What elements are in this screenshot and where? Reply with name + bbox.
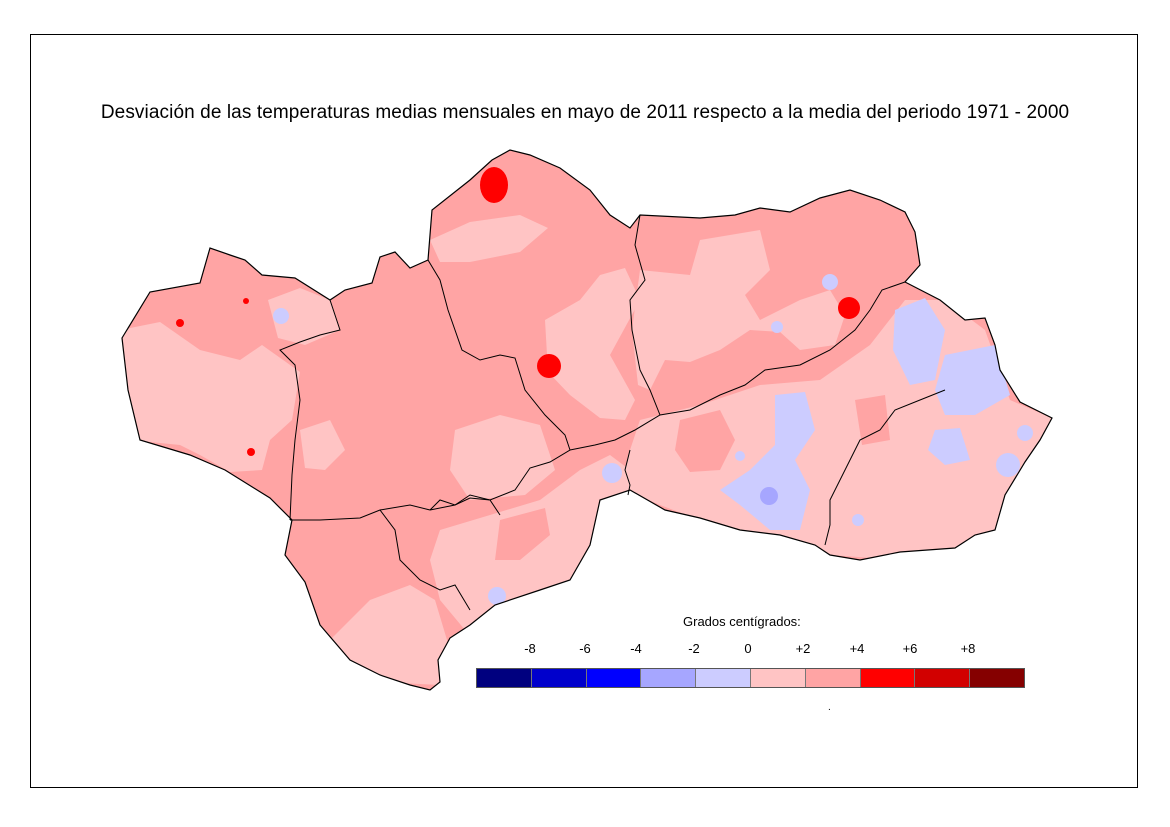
- zone-plus2-malaga-east: [616, 496, 644, 524]
- legend-swatch: [970, 669, 1024, 687]
- footer-dot: .: [828, 702, 831, 713]
- zone-0-plus2-cadiz-south: [330, 585, 450, 685]
- border-sevilla-cordoba: [427, 259, 571, 511]
- legend-tick: -2: [688, 641, 700, 656]
- zone-cool-almeria-coast: [996, 453, 1020, 477]
- border-huelva-sevilla: [279, 299, 341, 521]
- legend-tick: +2: [795, 641, 811, 656]
- zone-0-plus2-sevilla-east: [450, 415, 555, 500]
- zone-cool-jaen: [822, 274, 838, 290]
- zone-hot-huelva-1: [176, 319, 184, 327]
- zone-hot-jaen: [838, 297, 860, 319]
- zone-plus2-jaen-east: [838, 228, 895, 310]
- legend-swatch: [915, 669, 971, 687]
- zone-cool-granada-south: [720, 392, 815, 530]
- zone-0-plus2-jaen: [632, 230, 845, 390]
- legend-swatch: [531, 669, 587, 687]
- legend-tick: -6: [579, 641, 591, 656]
- legend-color-bar: [476, 668, 1025, 688]
- legend-swatch: [641, 669, 697, 687]
- border-sevilla-malaga: [429, 497, 501, 516]
- legend-swatch: [750, 669, 806, 687]
- map-frame: [30, 34, 1138, 788]
- zone-0-plus2-cordoba-north: [430, 215, 548, 262]
- zone-0-plus2-huelva-north: [268, 288, 340, 345]
- legend-tick: -4: [630, 641, 642, 656]
- zone-cool-granada-center: [735, 451, 745, 461]
- border-cordoba-granada: [569, 281, 906, 451]
- zone-plus2-malaga-inner: [495, 508, 550, 560]
- zone-cool-almeria-north: [893, 298, 945, 385]
- zone-cool-jaen-south: [771, 321, 783, 333]
- zone-hot-huelva-3: [247, 448, 255, 456]
- border-cadiz-malaga: [379, 509, 471, 611]
- province-boundaries: [279, 214, 946, 611]
- zone-cool-malaga-coast: [488, 587, 506, 605]
- border-malaga-granada: [624, 449, 631, 496]
- zone-hot-cordoba-center: [537, 354, 561, 378]
- legend-tick: +4: [849, 641, 865, 656]
- legend-swatch: [860, 669, 916, 687]
- zone-hot-cordoba-north: [480, 167, 508, 203]
- zone-cool-almeria-cape: [1017, 425, 1033, 441]
- zone-hot-huelva-2: [243, 298, 249, 304]
- zone-cool-huelva: [273, 308, 289, 324]
- legend-tick: -8: [524, 641, 536, 656]
- zone-0-plus2-cordoba-east: [545, 268, 640, 420]
- border-granada-almeria: [824, 389, 946, 546]
- legend-tick: 0: [744, 641, 752, 656]
- zone-plus2-granada-center: [855, 395, 890, 445]
- zone-plus2-granada-west: [675, 410, 735, 472]
- legend-swatch: [477, 669, 532, 687]
- zone-cool-granada-west: [602, 463, 622, 483]
- zone-cooler-granada: [760, 487, 778, 505]
- page-title: Desviación de las temperaturas medias me…: [100, 102, 1070, 123]
- zone-cool-almeria-east: [935, 345, 1010, 415]
- zone-cool-granada-east: [852, 514, 864, 526]
- legend-title: Grados centígrados:: [683, 614, 801, 629]
- legend-swatch: [586, 669, 642, 687]
- border-cordoba-jaen: [629, 214, 661, 416]
- legend-swatch: [696, 669, 751, 687]
- legend-tick: +6: [902, 641, 918, 656]
- border-sevilla-cadiz: [290, 504, 431, 521]
- zone-cool-almeria-center: [928, 428, 970, 465]
- legend-tick: +8: [960, 641, 976, 656]
- temperature-raster: [122, 150, 1052, 690]
- legend-swatch: [805, 669, 861, 687]
- zone-0-plus2-west: [122, 322, 300, 472]
- zone-0-plus2-sevilla-center: [300, 420, 345, 470]
